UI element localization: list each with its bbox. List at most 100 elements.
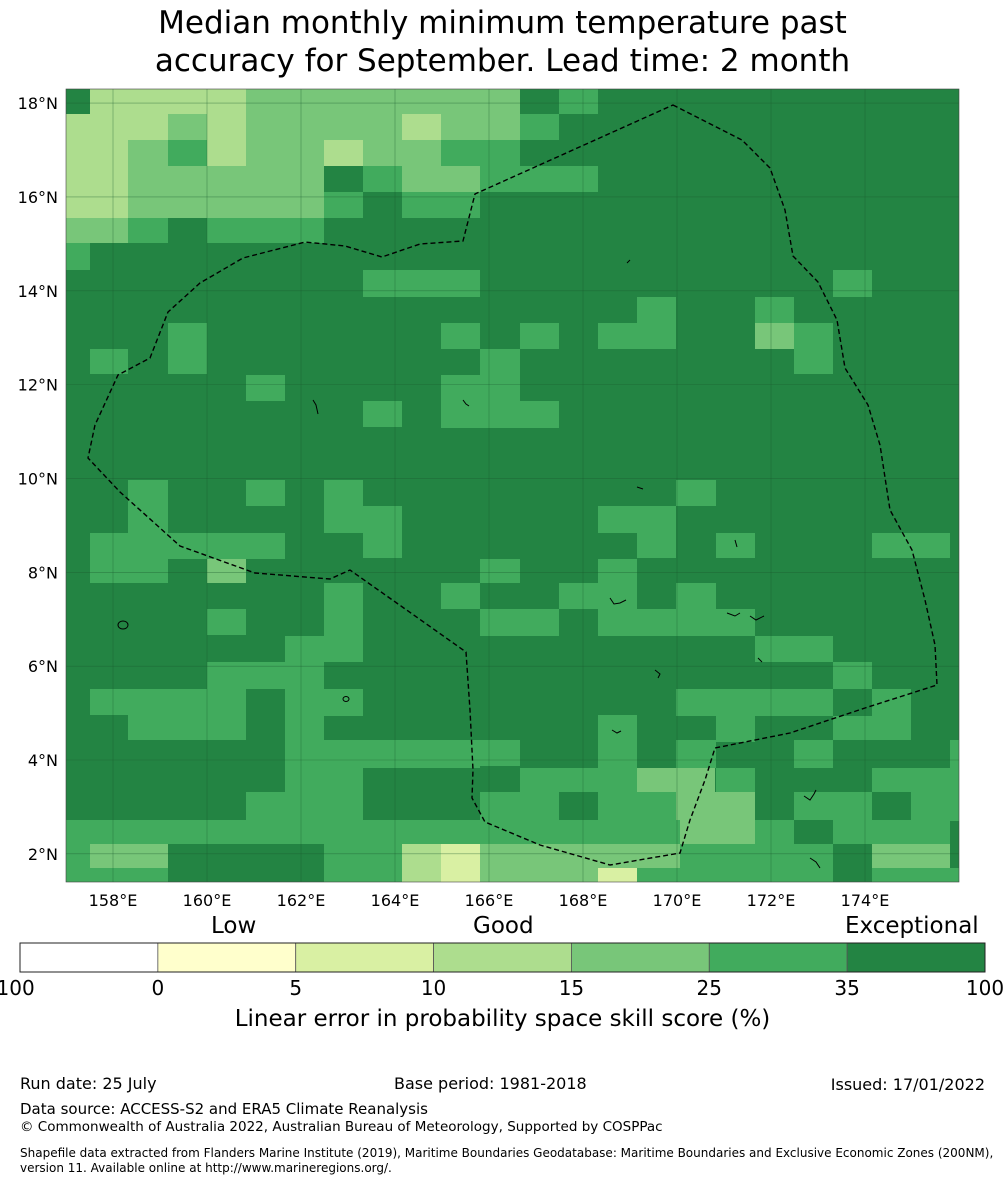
grid-cell: [716, 868, 833, 882]
grid-cell: [128, 715, 246, 740]
grid-cell: [637, 533, 676, 558]
grid-cell: [520, 114, 559, 140]
colorbar-tick-label: -100: [0, 976, 35, 1000]
grid-cell: [168, 166, 324, 218]
grid-cell: [833, 820, 950, 844]
grid-cell: [559, 89, 598, 114]
longitude-label: 174°E: [841, 891, 890, 910]
colorbar-word-good: Good: [473, 913, 534, 939]
latitude-label: 4°N: [28, 751, 58, 770]
atoll-outline: [726, 612, 741, 617]
longitude-label: 158°E: [89, 891, 138, 910]
atoll-outline: [312, 399, 319, 415]
longitude-label: 164°E: [371, 891, 420, 910]
grid-cell: [168, 844, 285, 882]
grid-cell: [402, 114, 441, 140]
colorbar-frame: [19, 942, 986, 973]
longitude-label: 172°E: [747, 891, 796, 910]
grid-cell: [66, 820, 285, 844]
grid-cell: [598, 792, 676, 820]
grid-cell: [90, 89, 246, 114]
atoll-outline: [734, 539, 738, 548]
latitude-label: 16°N: [18, 188, 58, 207]
map-frame: [65, 88, 960, 883]
atoll-outline: [809, 857, 821, 869]
grid-cell: [90, 689, 246, 715]
grid-cell: [90, 349, 128, 374]
grid-cell: [441, 140, 520, 166]
grid-cell: [676, 689, 833, 716]
grid-cell: [90, 868, 168, 882]
grid-cell: [598, 559, 637, 583]
grid-cell: [833, 689, 872, 716]
colorbar-segment: [846, 942, 986, 973]
grid-cell: [480, 559, 520, 583]
latitude-label: 2°N: [28, 845, 58, 864]
grid-cell: [520, 323, 559, 349]
colorbar-tick-label: 5: [289, 976, 303, 1000]
grid-cell: [480, 349, 520, 428]
grid-cell: [480, 868, 520, 882]
shapefile-credit-line-1: Shapefile data extracted from Flanders M…: [20, 1146, 994, 1160]
grid-cell: [872, 768, 950, 792]
grid-cell: [363, 820, 480, 844]
latitude-label: 18°N: [18, 94, 58, 113]
latitude-label: 12°N: [18, 376, 58, 395]
grid-cell: [950, 768, 959, 821]
colorbar-word-low: Low: [211, 913, 257, 939]
grid-cell: [833, 662, 872, 689]
grid-cell: [324, 480, 363, 533]
grid-cell: [950, 740, 959, 768]
grid-cell: [66, 218, 128, 243]
grid-cell: [637, 297, 676, 323]
grid-cell: [480, 166, 520, 192]
grid-cell: [598, 323, 676, 349]
grid-cell: [363, 166, 402, 192]
colorbar-tick-label: 100: [965, 976, 1005, 1000]
grid-cell: [66, 844, 90, 882]
grid-cell: [676, 792, 755, 844]
grid-cell: [559, 792, 598, 820]
base-period: Base period: 1981-2018: [394, 1074, 587, 1093]
colorbar-segment: [708, 942, 848, 973]
grid-cell: [520, 401, 559, 428]
grid-cell: [66, 243, 90, 270]
grid-cell: [716, 533, 755, 558]
grid-cell: [402, 844, 441, 882]
grid-cell: [755, 323, 794, 349]
latitude-label: 6°N: [28, 657, 58, 676]
atoll-outline: [342, 696, 350, 702]
grid-cell: [246, 480, 285, 506]
grid-cell: [441, 583, 480, 609]
skill-score-grid: [66, 89, 959, 882]
graticule: [66, 89, 959, 882]
grid-cell: [363, 792, 402, 820]
grid-cell: [755, 820, 794, 844]
grid-cell: [637, 609, 676, 636]
atoll-outlines: [117, 259, 821, 869]
grid-cell: [872, 868, 959, 882]
colorbar-tick-label: 35: [834, 976, 860, 1000]
grid-cell: [128, 140, 168, 218]
atoll-outline: [757, 657, 763, 663]
atoll-outline: [654, 669, 661, 679]
colorbar-tick-label: 10: [420, 976, 447, 1000]
grid-cell: [128, 480, 168, 533]
grid-cell: [285, 716, 324, 846]
grid-cell: [598, 583, 637, 636]
latitude-label: 14°N: [18, 282, 58, 301]
grid-cell: [833, 768, 872, 792]
grid-cell: [207, 662, 246, 689]
grid-cell: [559, 583, 598, 609]
copyright: © Commonwealth of Australia 2022, Austra…: [20, 1119, 663, 1135]
grid-cell: [480, 792, 559, 820]
grid-cell: [285, 844, 324, 868]
colorbar-tick-label: 15: [558, 976, 585, 1000]
grid-cell: [90, 559, 168, 583]
issued-date: Issued: 17/01/2022: [830, 1075, 985, 1094]
grid-cell: [520, 868, 598, 882]
grid-cell: [363, 740, 480, 768]
colorbar: [19, 942, 986, 973]
grid-cell: [755, 636, 833, 662]
